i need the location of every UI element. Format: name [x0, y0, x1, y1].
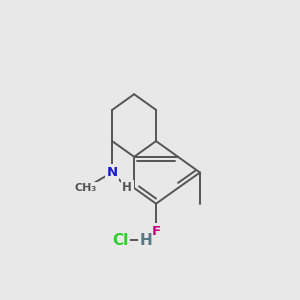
Text: CH₃: CH₃ — [74, 183, 97, 193]
Text: H: H — [122, 182, 132, 194]
Text: Cl: Cl — [112, 233, 128, 248]
Text: F: F — [152, 225, 160, 238]
Text: H: H — [139, 233, 152, 248]
Text: N: N — [106, 166, 118, 179]
